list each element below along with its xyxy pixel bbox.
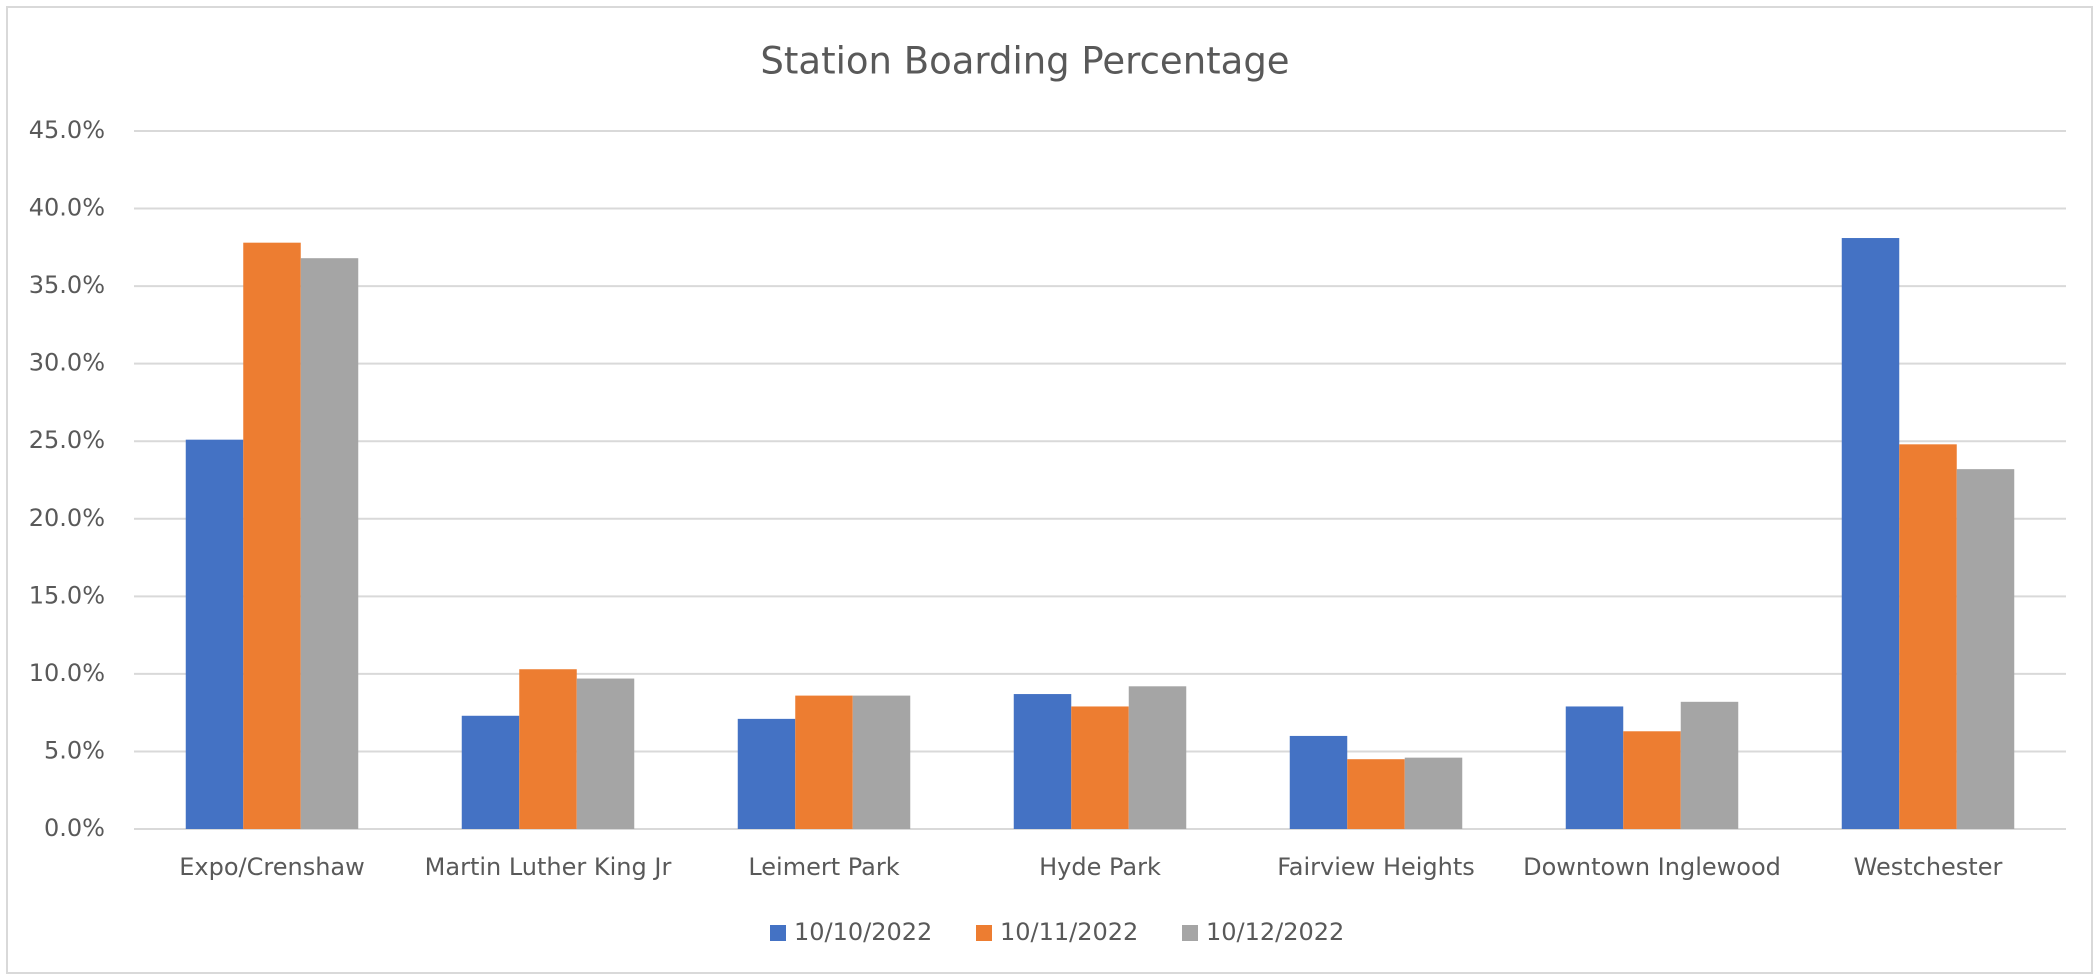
bar — [1841, 238, 1900, 829]
y-tick-label: 10.0% — [29, 659, 105, 687]
bar — [576, 678, 635, 829]
y-tick-label: 35.0% — [29, 271, 105, 299]
y-tick-label: 25.0% — [29, 426, 105, 454]
x-tick-label: Expo/Crenshaw — [179, 853, 365, 881]
bar — [1013, 694, 1072, 829]
legend-label: 10/11/2022 — [1000, 918, 1138, 946]
bar — [737, 718, 796, 829]
bar — [1128, 686, 1187, 829]
y-tick-label: 40.0% — [29, 194, 105, 222]
legend-label: 10/10/2022 — [794, 918, 932, 946]
bar — [1347, 759, 1405, 829]
y-tick-label: 15.0% — [29, 581, 105, 609]
bar — [1565, 706, 1624, 829]
bar — [1404, 757, 1463, 829]
bar — [852, 695, 911, 829]
y-tick-label: 20.0% — [29, 504, 105, 532]
x-tick-label: Leimert Park — [748, 853, 899, 881]
x-tick-label: Martin Luther King Jr — [425, 853, 672, 881]
bar — [795, 695, 853, 829]
y-tick-label: 5.0% — [44, 736, 105, 764]
bar — [1289, 735, 1348, 829]
y-tick-label: 0.0% — [44, 814, 105, 842]
bar — [519, 669, 577, 829]
bar — [1899, 444, 1957, 829]
x-tick-label: Hyde Park — [1039, 853, 1161, 881]
bar — [1956, 469, 2015, 829]
legend-swatch — [770, 925, 786, 941]
legend-swatch — [1182, 925, 1198, 941]
bar — [1623, 731, 1681, 829]
bar — [243, 242, 301, 829]
bar — [300, 258, 359, 829]
y-tick-label: 45.0% — [29, 116, 105, 144]
x-tick-label: Downtown Inglewood — [1523, 853, 1781, 881]
chart-title: Station Boarding Percentage — [760, 40, 1289, 83]
x-tick-label: Westchester — [1854, 853, 2003, 881]
bar — [1071, 706, 1129, 829]
y-tick-label: 30.0% — [29, 349, 105, 377]
bar — [1680, 701, 1739, 829]
x-tick-label: Fairview Heights — [1277, 853, 1475, 881]
legend-label: 10/12/2022 — [1206, 918, 1344, 946]
bar — [461, 715, 520, 829]
bar — [185, 439, 244, 829]
legend-swatch — [976, 925, 992, 941]
